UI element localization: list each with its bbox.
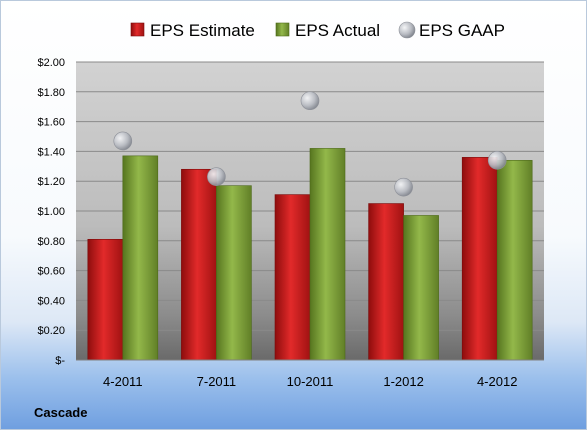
marker-eps-gaap xyxy=(487,151,507,170)
bar-eps-actual xyxy=(309,148,346,361)
gaap-markers xyxy=(113,91,507,197)
y-tick-label: $0.80 xyxy=(37,236,65,248)
legend-label: EPS GAAP xyxy=(419,21,505,40)
y-tick-label: $2.00 xyxy=(37,57,65,69)
y-axis-ticks: $- $0.20 $0.40 $0.60 $0.80 $1.00 $1.20 $1.40 $1.… xyxy=(37,57,65,367)
legend-swatch-estimate xyxy=(130,22,145,37)
legend: EPS Estimate EPS Actual EPS GAAP xyxy=(130,21,505,40)
bar-eps-estimate xyxy=(274,194,311,361)
x-tick-label: 1-2012 xyxy=(383,374,423,389)
marker-eps-gaap xyxy=(300,91,320,111)
y-tick-label: $0.60 xyxy=(37,266,65,278)
bar-eps-estimate xyxy=(181,168,217,361)
bars xyxy=(87,148,533,361)
bar-eps-actual xyxy=(216,185,252,361)
bar-eps-estimate xyxy=(368,203,404,361)
y-tick-label: $1.00 xyxy=(37,206,65,218)
bar-eps-estimate xyxy=(461,157,498,361)
y-tick-label: $0.20 xyxy=(37,325,65,337)
bar-eps-actual xyxy=(122,155,159,361)
y-tick-label: $0.40 xyxy=(37,295,65,307)
y-tick-label: $1.80 xyxy=(37,87,65,99)
marker-eps-gaap xyxy=(394,177,413,197)
marker-eps-gaap xyxy=(207,167,226,187)
x-axis-ticks: 4-2011 7-2011 10-2011 1-2012 4-2012 xyxy=(103,374,517,389)
x-tick-label: 4-2012 xyxy=(477,374,517,389)
y-tick-label: $1.40 xyxy=(37,146,65,158)
legend-swatch-gaap xyxy=(398,21,416,39)
marker-eps-gaap xyxy=(113,131,133,151)
legend-label: EPS Actual xyxy=(295,21,380,40)
legend-label: EPS Estimate xyxy=(150,21,255,40)
bar-eps-actual xyxy=(496,160,533,361)
x-tick-label: 10-2011 xyxy=(287,374,334,389)
legend-swatch-actual xyxy=(275,22,290,37)
y-tick-label: $1.60 xyxy=(37,117,65,129)
x-tick-label: 4-2011 xyxy=(103,374,143,389)
x-tick-label: 7-2011 xyxy=(197,374,237,389)
bar-eps-estimate xyxy=(87,239,124,361)
y-tick-label: $- xyxy=(55,355,65,367)
y-tick-label: $1.20 xyxy=(37,176,65,188)
company-label: Cascade xyxy=(34,405,87,420)
bar-eps-actual xyxy=(403,215,439,361)
